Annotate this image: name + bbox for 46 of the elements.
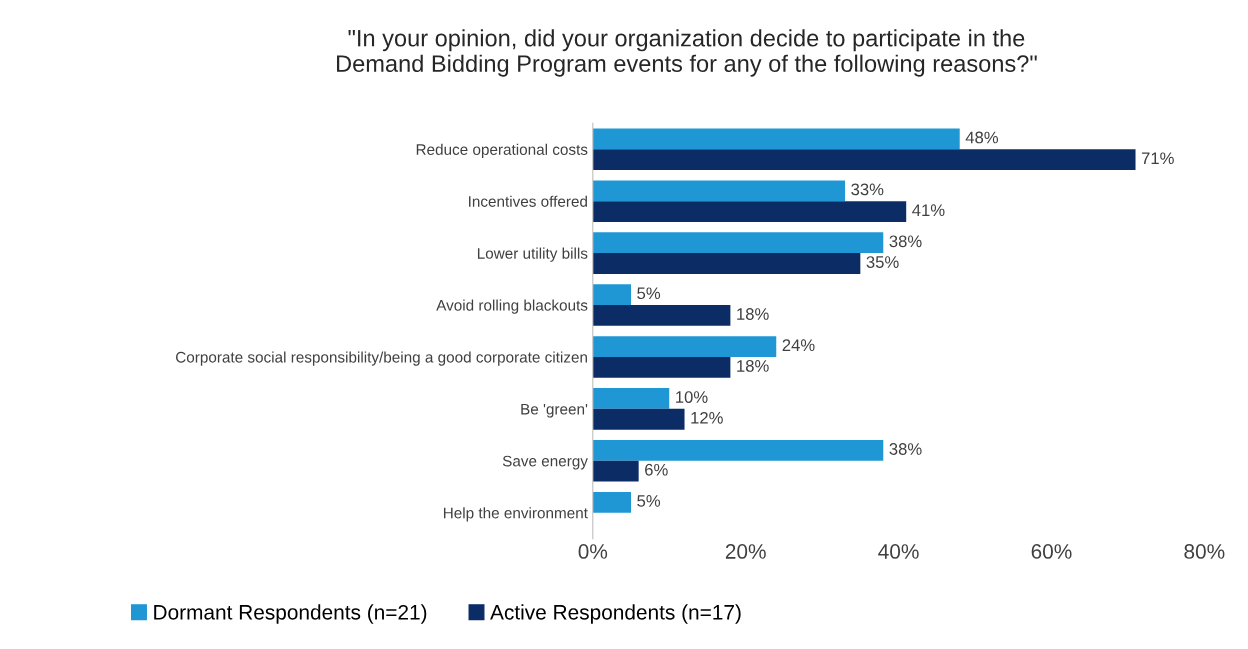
bar [592, 180, 846, 202]
bar [592, 232, 884, 254]
y-tick-label: Be 'green' [521, 403, 588, 418]
data-label: 33% [851, 183, 884, 196]
data-label: 5% [637, 495, 661, 507]
data-label: 18% [737, 308, 769, 320]
x-tick-label: 0% [578, 544, 608, 559]
bar [592, 253, 861, 274]
data-label: 10% [676, 391, 708, 403]
chart-title: "In your opinion, did your organization decide to participate in the Demand Bidding Program events for any of the following reasons?" [337, 29, 1037, 77]
data-label: 38% [889, 235, 922, 248]
y-tick-label: Lower utility bills [477, 247, 588, 262]
data-label: 6% [645, 463, 668, 476]
bar [592, 408, 685, 430]
data-label: 18% [737, 360, 769, 372]
x-tick-label: 60% [1031, 544, 1072, 559]
y-tick-label: Save energy [502, 455, 588, 470]
bar [592, 336, 777, 357]
data-label: 48% [965, 131, 999, 144]
data-label: 5% [637, 287, 661, 300]
data-label: 24% [782, 339, 815, 351]
x-tick-label: 80% [1184, 544, 1225, 559]
bar [592, 128, 960, 150]
bar [592, 440, 884, 461]
bar [592, 491, 632, 513]
bar [592, 149, 1136, 171]
data-label: 12% [691, 411, 723, 424]
y-tick-label: Help the environment [443, 507, 588, 522]
data-label: 71% [1141, 152, 1174, 165]
legend-label: Dormant Respondents (n=21) [154, 604, 427, 624]
y-tick-label: Reduce operational costs [416, 143, 588, 158]
bar [592, 388, 670, 409]
legend-label: Active Respondents (n=17) [490, 604, 741, 624]
bar [592, 460, 639, 482]
x-tick-label: 40% [878, 544, 919, 559]
y-tick-label: Incentives offered [469, 195, 587, 207]
bar [592, 356, 731, 378]
bar [592, 305, 731, 326]
data-label: 35% [866, 256, 899, 268]
bar [592, 201, 907, 222]
y-tick-label: Avoid rolling blackouts [436, 299, 588, 314]
y-tick-label: Corporate social responsibility/being a good corporate citizen [176, 351, 587, 366]
bar [592, 284, 632, 306]
x-tick-label: 20% [725, 544, 766, 559]
data-label: 41% [912, 204, 945, 216]
data-label: 38% [889, 443, 922, 455]
